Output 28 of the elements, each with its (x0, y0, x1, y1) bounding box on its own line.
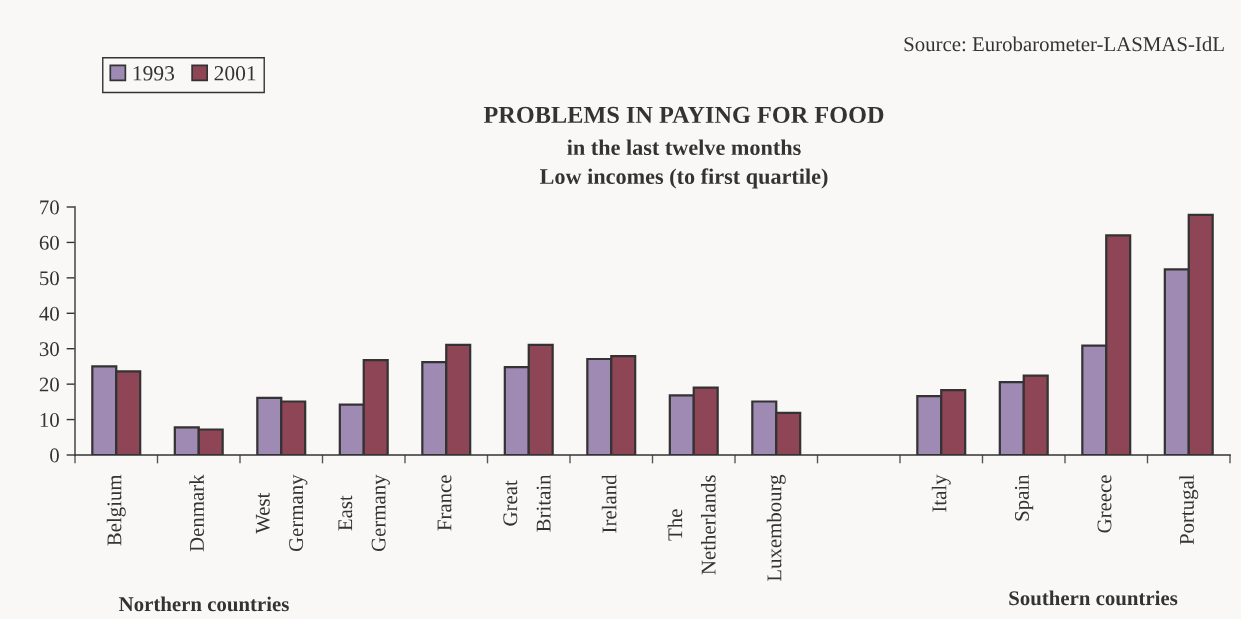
x-tick-label: Spain (1014, 474, 1034, 521)
y-tick-label: 0 (50, 448, 59, 463)
x-tick-label: Ireland (601, 474, 617, 533)
text: Northern countries (119, 596, 289, 612)
y-tick-label: 50 (40, 271, 59, 286)
text: Southern countries (1009, 590, 1178, 606)
y-tick-label: 10 (40, 412, 59, 427)
chart-title: PROBLEMS IN PAYING FOR FOOD (483, 106, 884, 124)
y-tick-label: 70 (40, 200, 59, 215)
y-tick-label: 20 (39, 377, 59, 392)
x-tick-label: Luxembourg (766, 474, 786, 582)
source-note: Source: Eurobarometer-LASMAS-IdL (904, 36, 1224, 52)
x-tick-label: Italy (931, 474, 951, 512)
y-tick-label: 40 (39, 306, 59, 321)
y-tick-label: 60 (39, 235, 59, 250)
legend-label: 1993 (133, 66, 175, 81)
x-tick-label: West Germany (255, 474, 308, 552)
x-tick-label: France (437, 475, 452, 531)
x-tick-label: Greece (1097, 475, 1112, 533)
x-tick-label: Great Britain (503, 474, 551, 532)
x-tick-label: East Germany (338, 474, 390, 552)
x-tick-label: Portugal (1179, 474, 1199, 545)
x-tick-label: Belgium (106, 474, 126, 546)
x-tick-label: The Netherlands (667, 475, 716, 575)
chart-subtitle: in the last twelve months Low incomes (to first quartile) (539, 139, 828, 189)
legend-label: 2001 (214, 66, 256, 81)
x-tick-label: Denmark (189, 474, 204, 552)
y-tick-label: 30 (39, 342, 59, 357)
